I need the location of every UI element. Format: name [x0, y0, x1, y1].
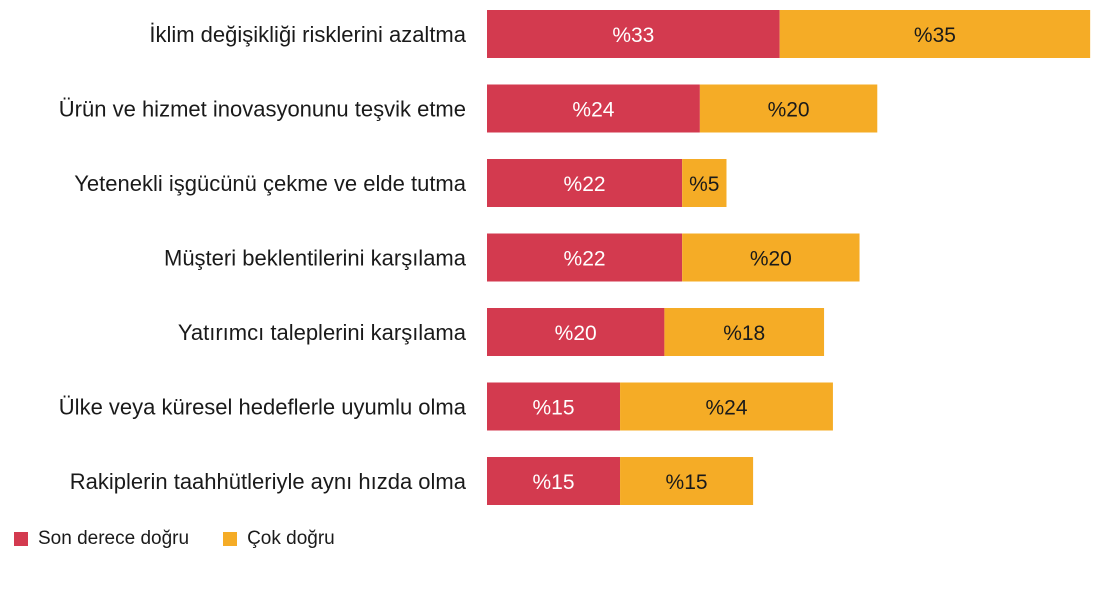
bar-segment-series-2: [620, 382, 833, 431]
bar-segment-series-1: [487, 84, 700, 133]
data-label-series-1: %33: [612, 24, 654, 47]
legend-label-series-1: Son derece doğru: [38, 528, 190, 549]
legend-item-series-1: Son derece doğru: [14, 528, 189, 550]
data-label-series-1: %24: [572, 99, 614, 122]
bar-segment-series-1: [487, 308, 665, 356]
bar-segment-series-1: [487, 233, 683, 282]
category-label: Müşteri beklentilerini karşılama: [164, 246, 467, 271]
bar-segment-series-1: [487, 10, 780, 58]
legend-swatch-series-1: [14, 532, 28, 546]
bars: %33 %35 %24 %20 %22 %5 %22 %20 %20 %18 %15 %24 %15 %1…: [487, 10, 1091, 505]
bar-segment-series-2: [682, 159, 727, 207]
category-label: Ürün ve hizmet inovasyonunu teşvik etme: [59, 97, 466, 122]
bar-segment-series-2: [620, 457, 754, 505]
data-label-series-2: %24: [705, 397, 747, 420]
bar-segment-series-2: [779, 10, 1091, 58]
data-label-series-2: %35: [914, 24, 956, 47]
data-label-series-1: %22: [564, 248, 606, 271]
bar-segment-series-2: [682, 233, 860, 282]
legend-item-series-2: Çok doğru: [223, 528, 335, 550]
data-label-series-2: %15: [666, 471, 708, 494]
bar-segment-series-2: [664, 308, 825, 356]
legend: Son derece doğru Çok doğru: [14, 528, 369, 550]
data-label-series-2: %20: [750, 248, 792, 271]
data-label-series-1: %15: [533, 397, 575, 420]
legend-swatch-series-2: [223, 532, 238, 546]
data-label-series-1: %15: [533, 471, 575, 494]
bar-segment-series-1: [487, 382, 621, 431]
data-label-series-1: %22: [564, 173, 606, 196]
data-label-series-2: %20: [768, 99, 810, 122]
data-label-series-2: %5: [689, 173, 719, 196]
bar-segment-series-1: [487, 457, 621, 505]
data-label-series-2: %18: [723, 322, 765, 345]
category-label: Rakiplerin taahhütleriyle aynı hızda olm…: [70, 469, 467, 494]
data-label-series-1: %20: [555, 322, 597, 345]
category-label: Yatırımcı taleplerini karşılama: [178, 320, 467, 345]
bar-segment-series-1: [487, 159, 683, 207]
category-labels: İklim değişikliği risklerini azaltma Ürün…: [59, 22, 467, 494]
bar-segment-series-2: [699, 84, 878, 133]
legend-label-series-2: Çok doğru: [247, 528, 335, 549]
category-label: İklim değişikliği risklerini azaltma: [149, 22, 466, 47]
category-label: Ülke veya küresel hedeflerle uyumlu olma: [59, 395, 467, 420]
category-label: Yetenekli işgücünü çekme ve elde tutma: [74, 171, 467, 196]
